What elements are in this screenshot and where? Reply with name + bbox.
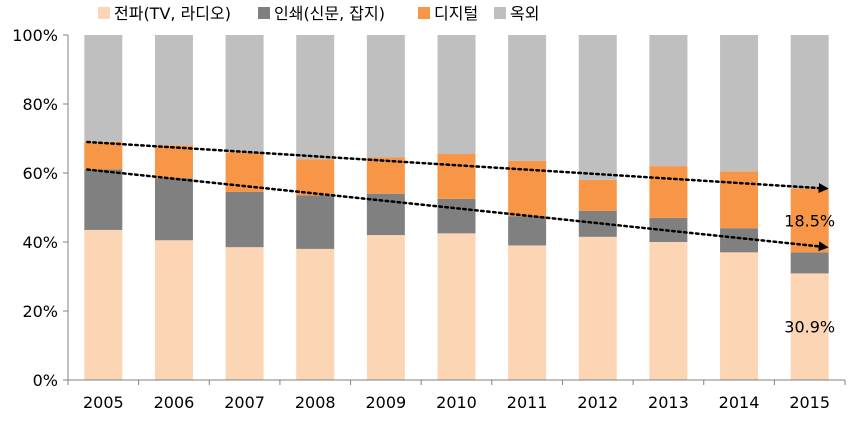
x-tick-label: 2009 xyxy=(366,393,407,412)
legend-label: 옥외 xyxy=(510,4,539,23)
bar-segment xyxy=(790,252,829,274)
legend-label: 디지털 xyxy=(434,4,478,23)
bar-segment xyxy=(649,35,688,167)
legend-swatch xyxy=(494,7,506,19)
bar-segment xyxy=(225,247,264,380)
x-tick-label: 2015 xyxy=(789,393,830,412)
y-tick-label: 80% xyxy=(22,95,58,114)
bar-segment xyxy=(84,35,123,142)
bar-segment xyxy=(508,35,547,161)
bar-segment xyxy=(225,35,264,153)
bar-segment xyxy=(720,252,759,380)
bar-segment xyxy=(437,233,476,380)
trend-arrow xyxy=(86,140,829,194)
bar-segment xyxy=(366,35,405,158)
bar-segment xyxy=(649,242,688,380)
bar-segment xyxy=(296,195,335,249)
y-tick-label: 100% xyxy=(12,26,58,45)
legend-swatch xyxy=(98,7,110,19)
bar-segment xyxy=(296,159,335,196)
x-tick-label: 2005 xyxy=(83,393,124,412)
bar-segment xyxy=(296,35,335,160)
bar-segment xyxy=(578,35,617,180)
bar-segment xyxy=(649,166,688,218)
legend-swatch xyxy=(418,7,430,19)
bar-segment xyxy=(790,273,829,380)
x-axis: 2005 2006 2007 2008 2009 2010 2011 2012 2013 2014… xyxy=(67,379,846,412)
bar-segment xyxy=(578,236,617,380)
x-tick-label: 2007 xyxy=(224,393,265,412)
y-tick-label: 40% xyxy=(22,233,58,252)
bar-segment xyxy=(84,169,123,230)
y-tick-label: 0% xyxy=(33,371,58,390)
bar-segment xyxy=(508,245,547,380)
trend-arrow xyxy=(86,168,829,252)
bar-segment xyxy=(720,171,759,229)
data-label: 30.9% xyxy=(784,318,835,337)
bar-segment xyxy=(366,157,405,194)
x-tick-label: 2012 xyxy=(577,393,618,412)
x-tick-label: 2014 xyxy=(719,393,760,412)
bar-segment xyxy=(508,216,547,246)
bar-segment xyxy=(366,235,405,380)
legend-label: 전파(TV, 라디오) xyxy=(114,4,231,23)
bar-segment xyxy=(437,198,476,234)
x-tick-label: 2013 xyxy=(648,393,689,412)
x-tick-label: 2011 xyxy=(507,393,548,412)
x-tick-label: 2008 xyxy=(295,393,336,412)
y-axis: 0% 20% 40% 60% 80% 100% xyxy=(12,26,69,390)
annotations: 18.5% 30.9% xyxy=(784,211,835,336)
bar-segment xyxy=(720,35,759,172)
bar-segment xyxy=(225,191,264,248)
bar-segment xyxy=(84,229,123,380)
trend-arrows xyxy=(86,140,829,252)
x-tick-label: 2010 xyxy=(436,393,477,412)
bar-segment xyxy=(154,240,193,380)
data-label: 18.5% xyxy=(784,211,835,230)
legend-label: 인쇄(신문, 잡지) xyxy=(274,4,385,23)
bar-segment xyxy=(437,35,476,155)
legend-swatch xyxy=(258,7,270,19)
bar-segment xyxy=(437,154,476,199)
y-tick-label: 20% xyxy=(22,302,58,321)
bar-segment xyxy=(154,145,193,179)
bar-segment xyxy=(578,179,617,211)
bar-segment xyxy=(154,35,193,146)
bar-segment xyxy=(296,248,335,380)
x-tick-label: 2006 xyxy=(154,393,195,412)
bar-segment xyxy=(154,178,193,241)
y-tick-label: 60% xyxy=(22,164,58,183)
legend: 전파(TV, 라디오) 인쇄(신문, 잡지) 디지털 옥외 xyxy=(98,4,539,23)
bar-segment xyxy=(790,35,829,189)
bar-segment xyxy=(84,141,123,170)
